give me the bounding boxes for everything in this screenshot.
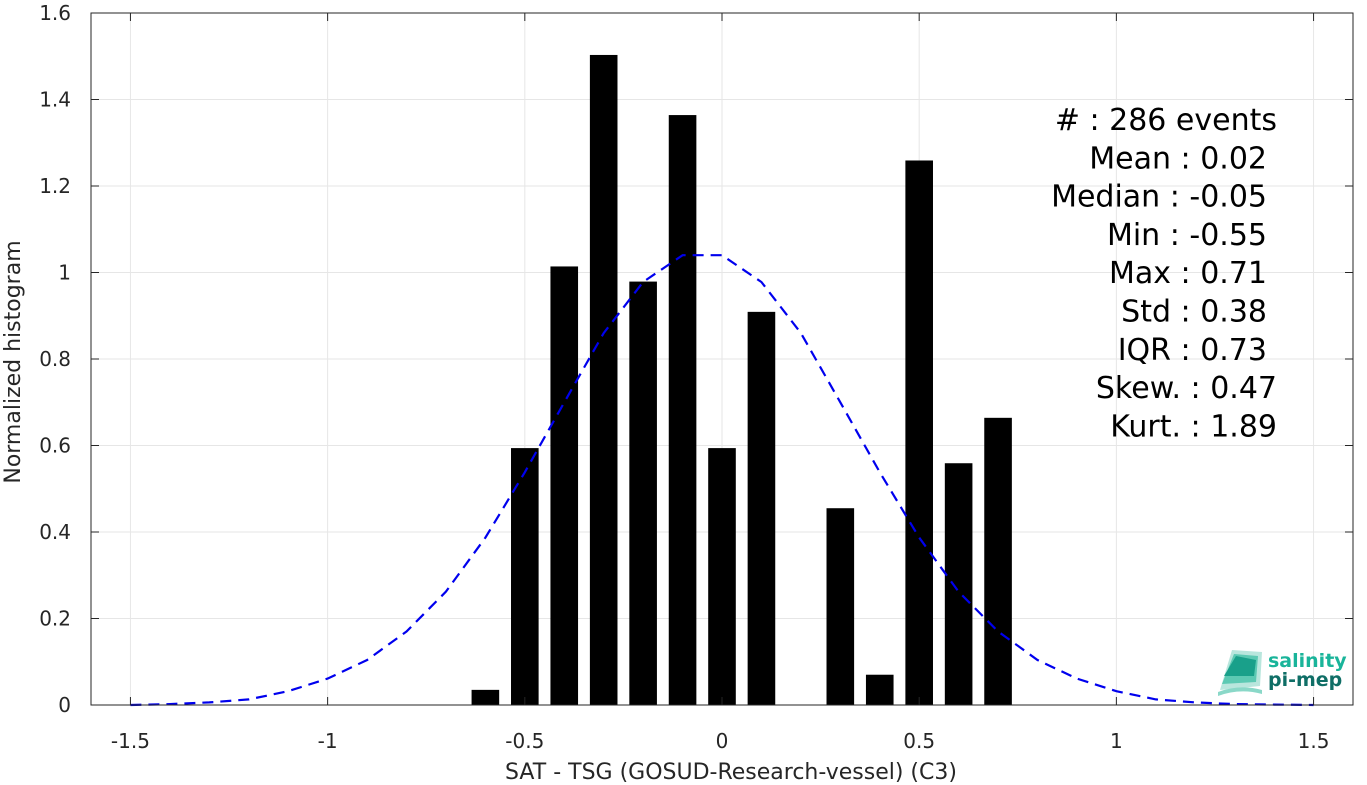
x-tick-label: 1.5	[1298, 729, 1330, 753]
stat-line: Min : -0.55	[1107, 218, 1267, 253]
y-tick-label: 1	[58, 261, 71, 285]
x-tick-label: -1.5	[111, 729, 150, 753]
y-tick-label: 0.2	[39, 607, 71, 631]
histogram-bar	[826, 508, 855, 705]
x-tick-label: 0	[716, 729, 729, 753]
stat-line: IQR : 0.73	[1118, 333, 1267, 368]
stat-line: # : 286 events	[1055, 103, 1277, 138]
x-axis-label: SAT - TSG (GOSUD-Research-vessel) (C3)	[505, 760, 957, 785]
histogram-bar	[865, 674, 894, 705]
y-axis-label: Normalized histogram	[1, 240, 26, 483]
histogram-bar	[668, 115, 697, 705]
fit-curve-line	[130, 254, 1314, 707]
x-tick-label: -0.5	[505, 729, 544, 753]
logo-text-pi-mep: pi-mep	[1268, 669, 1342, 691]
stat-line: Median : -0.05	[1051, 180, 1267, 215]
y-tick-label: 1.4	[39, 88, 71, 112]
logo-emblem-icon	[1218, 650, 1262, 696]
y-tick-label: 0.6	[39, 434, 71, 458]
y-axis-ticks: 0 0.2 0.4 0.6 0.8 1 1.2 1.4 1.6	[39, 1, 1353, 717]
y-tick-label: 0	[58, 693, 71, 717]
histogram-bar	[511, 448, 539, 705]
salinity-pi-mep-logo: salinity pi-mep	[1218, 650, 1347, 696]
histogram-bar	[550, 266, 579, 705]
stat-line: Kurt. : 1.89	[1110, 409, 1277, 444]
histogram-bar	[905, 160, 933, 706]
stat-line: Skew. : 0.47	[1096, 371, 1277, 406]
x-tick-label: -1	[318, 729, 338, 753]
stat-line: Mean : 0.02	[1089, 141, 1267, 176]
x-axis-ticks: -1.5 -1 -0.5 0 0.5 1 1.5	[111, 13, 1330, 753]
y-tick-label: 1.6	[39, 1, 71, 25]
histogram-bar	[708, 448, 736, 705]
grid-lines	[91, 12, 1353, 706]
logo-text-salinity: salinity	[1268, 650, 1347, 672]
normal-fit-curve	[130, 254, 1314, 707]
histogram-bar	[471, 689, 500, 705]
y-tick-label: 0.8	[39, 347, 71, 371]
y-tick-label: 1.2	[39, 174, 71, 198]
histogram-bar	[747, 311, 776, 705]
histogram-bar	[984, 417, 1012, 705]
y-tick-label: 0.4	[39, 520, 71, 544]
histogram-bar	[944, 463, 973, 705]
x-tick-label: 0.5	[903, 729, 935, 753]
histogram-bars	[471, 54, 1012, 706]
x-tick-label: 1	[1110, 729, 1123, 753]
stat-line: Std : 0.38	[1121, 295, 1267, 330]
stat-line: Max : 0.71	[1109, 256, 1267, 291]
histogram-bar	[589, 54, 618, 705]
histogram-bar	[629, 281, 657, 705]
